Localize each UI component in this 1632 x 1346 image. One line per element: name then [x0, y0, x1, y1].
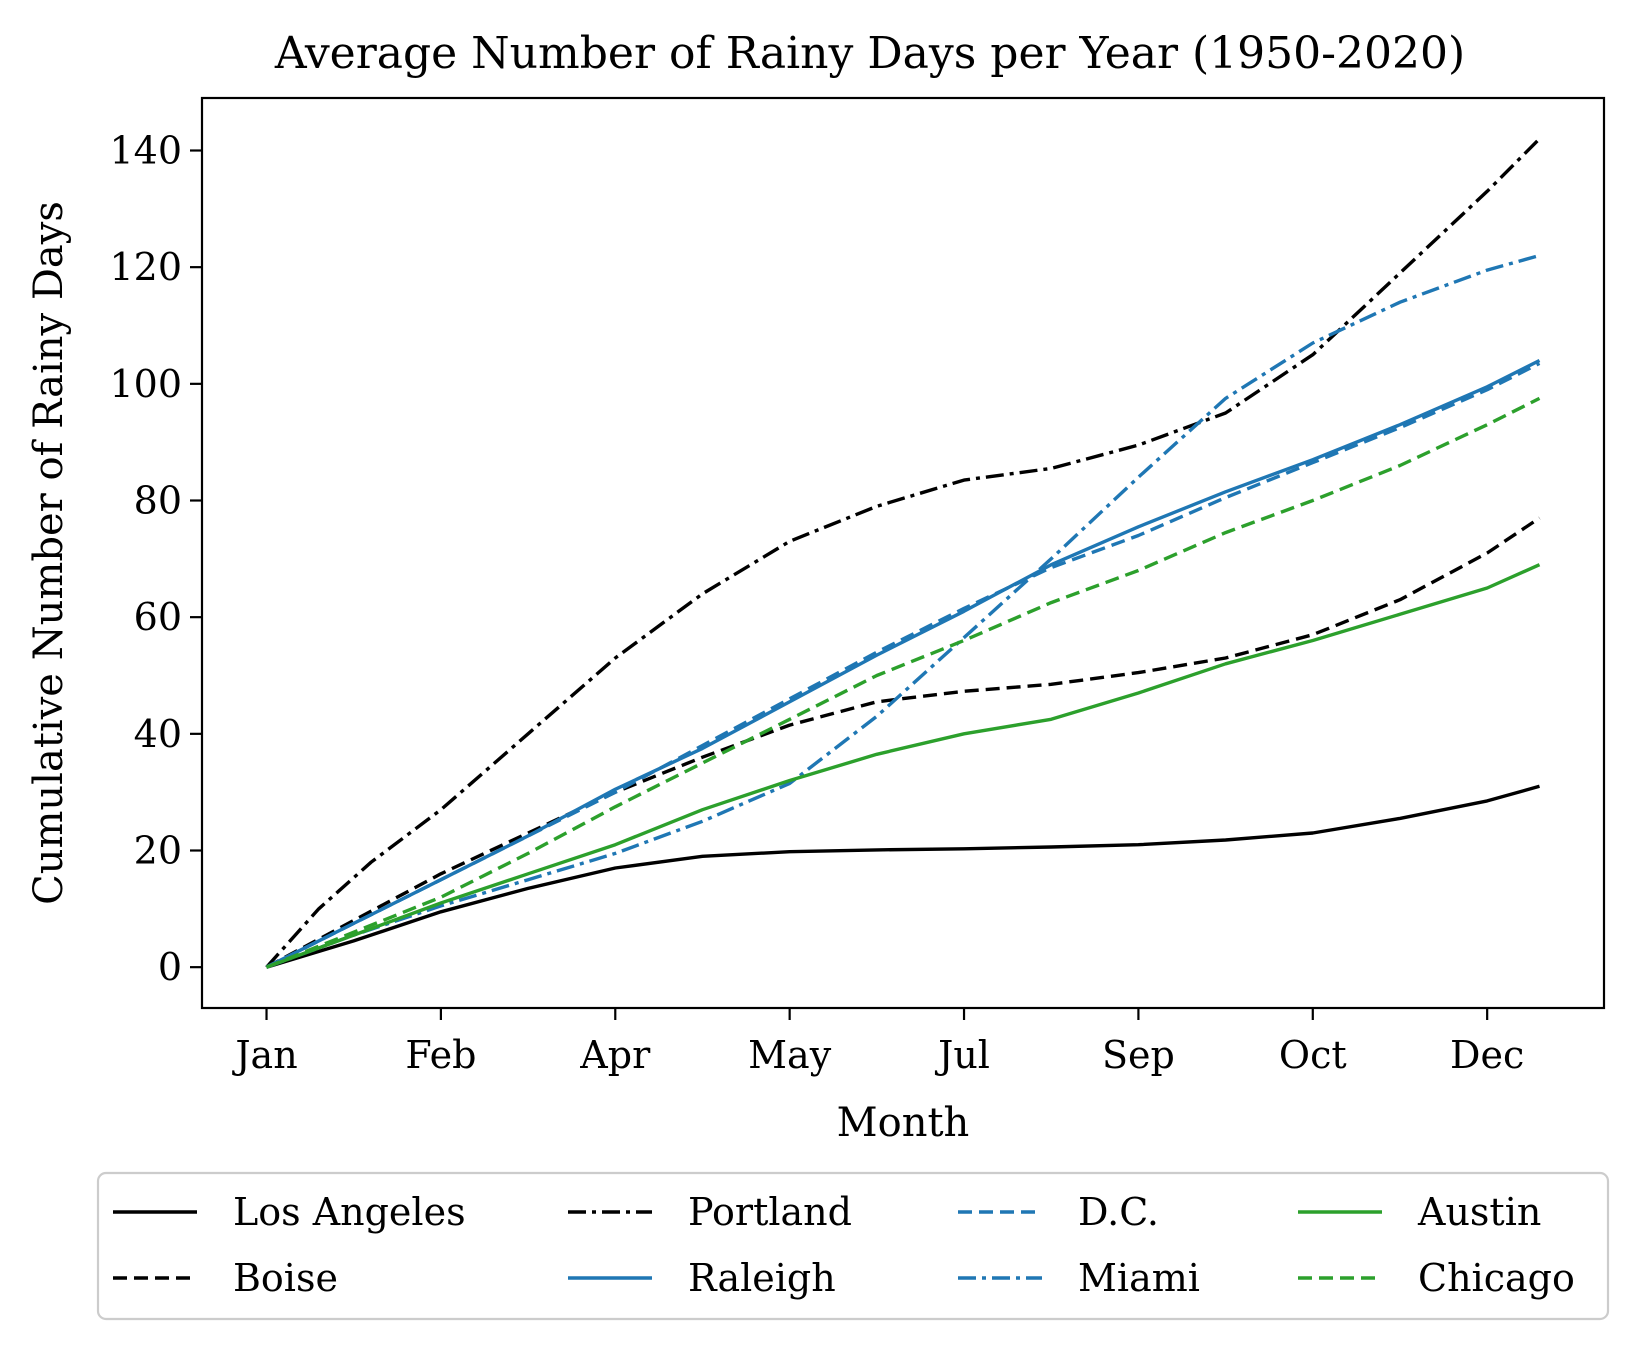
legend-label: D.C.	[1078, 1190, 1159, 1234]
x-tick-label: Feb	[405, 1033, 476, 1077]
series-line	[265, 396, 1541, 969]
x-tick-label: Sep	[1102, 1033, 1175, 1077]
legend-label: Chicago	[1418, 1256, 1575, 1300]
x-tick-label: Jan	[231, 1033, 297, 1077]
y-tick-label: 140	[109, 129, 182, 173]
legend-label: Boise	[233, 1256, 338, 1300]
x-tick-label: May	[748, 1033, 832, 1077]
series-line	[265, 563, 1541, 969]
legend-items: Los Angeles Boise Portland Raleigh D.C. Miami…	[113, 1190, 1575, 1300]
x-tick-label: Oct	[1279, 1033, 1347, 1077]
series-line	[265, 253, 1540, 969]
x-tick-label: Jul	[934, 1033, 990, 1077]
x-axis: Jan Feb Apr May Jul Sep Oct Dec	[231, 1008, 1524, 1077]
y-axis: 0 20 40 60 80 100 120 140	[109, 129, 202, 989]
series-line	[265, 361, 1541, 969]
y-axis-label: Cumulative Number of Rainy Days	[26, 201, 72, 905]
y-tick-label: 80	[134, 479, 182, 523]
chart-title: Average Number of Rainy Days per Year (1…	[274, 28, 1465, 79]
legend-label: Raleigh	[688, 1256, 836, 1300]
legend-label: Los Angeles	[233, 1190, 466, 1234]
legend-label: Miami	[1078, 1256, 1200, 1300]
y-tick-label: 40	[134, 712, 182, 756]
x-tick-label: Apr	[579, 1033, 651, 1077]
legend: Los Angeles Boise Portland Raleigh D.C. Miami…	[96, 1171, 1610, 1321]
plot-frame	[200, 96, 1606, 1010]
y-tick-label: 0	[158, 945, 182, 989]
series-line	[265, 516, 1541, 969]
y-tick-label: 120	[109, 245, 182, 289]
series-line	[265, 137, 1541, 969]
legend-frame	[96, 1171, 1610, 1321]
x-tick-label: Dec	[1450, 1033, 1524, 1077]
series-lines	[265, 137, 1541, 969]
legend-label: Portland	[688, 1190, 852, 1234]
y-tick-label: 60	[134, 595, 182, 639]
x-axis-label: Month	[837, 1100, 970, 1146]
legend-label: Austin	[1417, 1190, 1541, 1234]
y-tick-label: 100	[109, 362, 182, 406]
series-line	[266, 784, 1540, 969]
y-tick-label: 20	[134, 829, 182, 873]
